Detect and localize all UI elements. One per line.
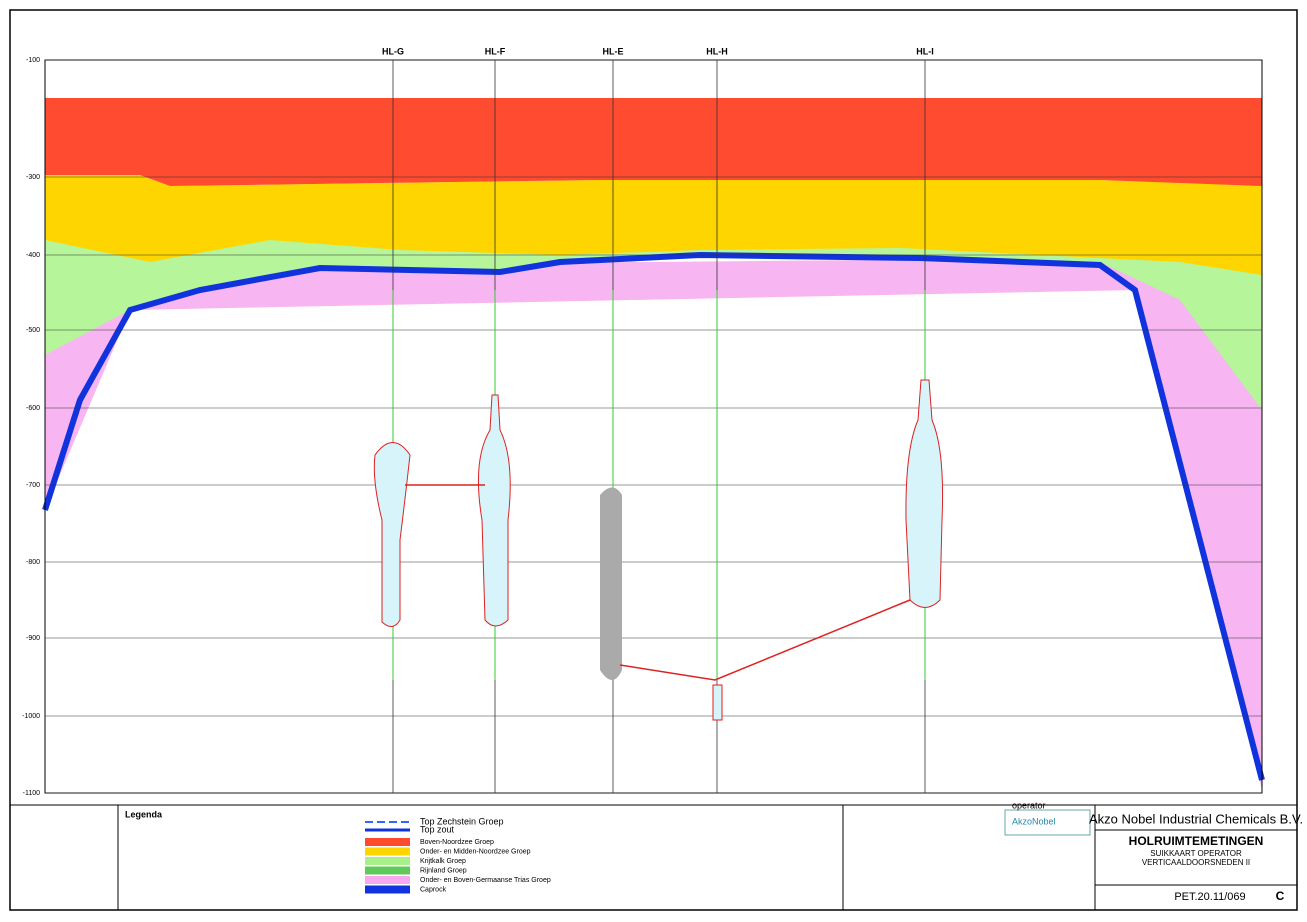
- legend-label: Rijnland Groep: [420, 867, 467, 874]
- well-label: HL-E: [603, 46, 624, 56]
- depth-label: -300: [26, 174, 40, 181]
- well-label: HL-F: [485, 46, 506, 56]
- depth-label: -700: [26, 482, 40, 489]
- cavern: [712, 684, 723, 721]
- depth-label: -1100: [23, 790, 40, 797]
- drawing-number: PET.20.11/069: [1174, 891, 1245, 903]
- legend-label: Top zout: [420, 824, 455, 834]
- logo-box: [1004, 809, 1091, 836]
- well-label: HL-G: [382, 46, 404, 56]
- depth-label: -900: [26, 635, 40, 642]
- depth-label: -100: [26, 57, 40, 64]
- legend-label: Onder- en Midden-Noordzee Groep: [420, 848, 531, 855]
- company: Akzo Nobel Industrial Chemicals B.V.: [1089, 811, 1303, 826]
- depth-label: -400: [26, 252, 40, 259]
- legend-swatch: [365, 866, 410, 875]
- cavern: [373, 442, 411, 627]
- layer-red: [45, 98, 1262, 186]
- legend-label: Top Zechstein Groep: [420, 816, 504, 826]
- legend-swatch: [365, 857, 410, 865]
- layer-pink: [45, 250, 1262, 790]
- cavern: [905, 379, 944, 608]
- depth-label: -500: [26, 327, 40, 334]
- depth-label: -600: [26, 405, 40, 412]
- legend-swatch: [365, 876, 410, 884]
- legend-swatch: [365, 838, 410, 846]
- logo: AkzoNobel: [1012, 816, 1056, 826]
- operator-label: operator: [1012, 800, 1046, 810]
- cavern: [600, 487, 622, 680]
- connection: [619, 599, 911, 681]
- legend-swatch: [365, 885, 410, 894]
- cavern: [477, 394, 511, 627]
- top-salt: [42, 251, 1265, 781]
- doc-line: SUIKKAART OPERATOR: [1150, 849, 1242, 858]
- legend-title: Legenda: [125, 809, 163, 819]
- depth-label: -800: [26, 559, 40, 566]
- doc-title: HOLRUIMTEMETINGEN: [1129, 834, 1264, 848]
- legend-label: Boven-Noordzee Groep: [420, 839, 494, 846]
- doc-line: VERTICAALDOORSNEDEN II: [1142, 858, 1250, 867]
- layer-yellow: [45, 175, 1262, 275]
- frame: [9, 9, 1298, 911]
- depth-label: -1000: [22, 713, 40, 720]
- sheet: C: [1276, 889, 1285, 903]
- well-label: HL-H: [706, 46, 728, 56]
- legend-swatch: [365, 847, 410, 856]
- legend-label: Krijtkalk Groep: [420, 858, 466, 865]
- legend-label: Caprock: [420, 886, 447, 893]
- legend-label: Onder- en Boven-Germaanse Trias Groep: [420, 877, 551, 884]
- well-label: HL-I: [916, 46, 934, 56]
